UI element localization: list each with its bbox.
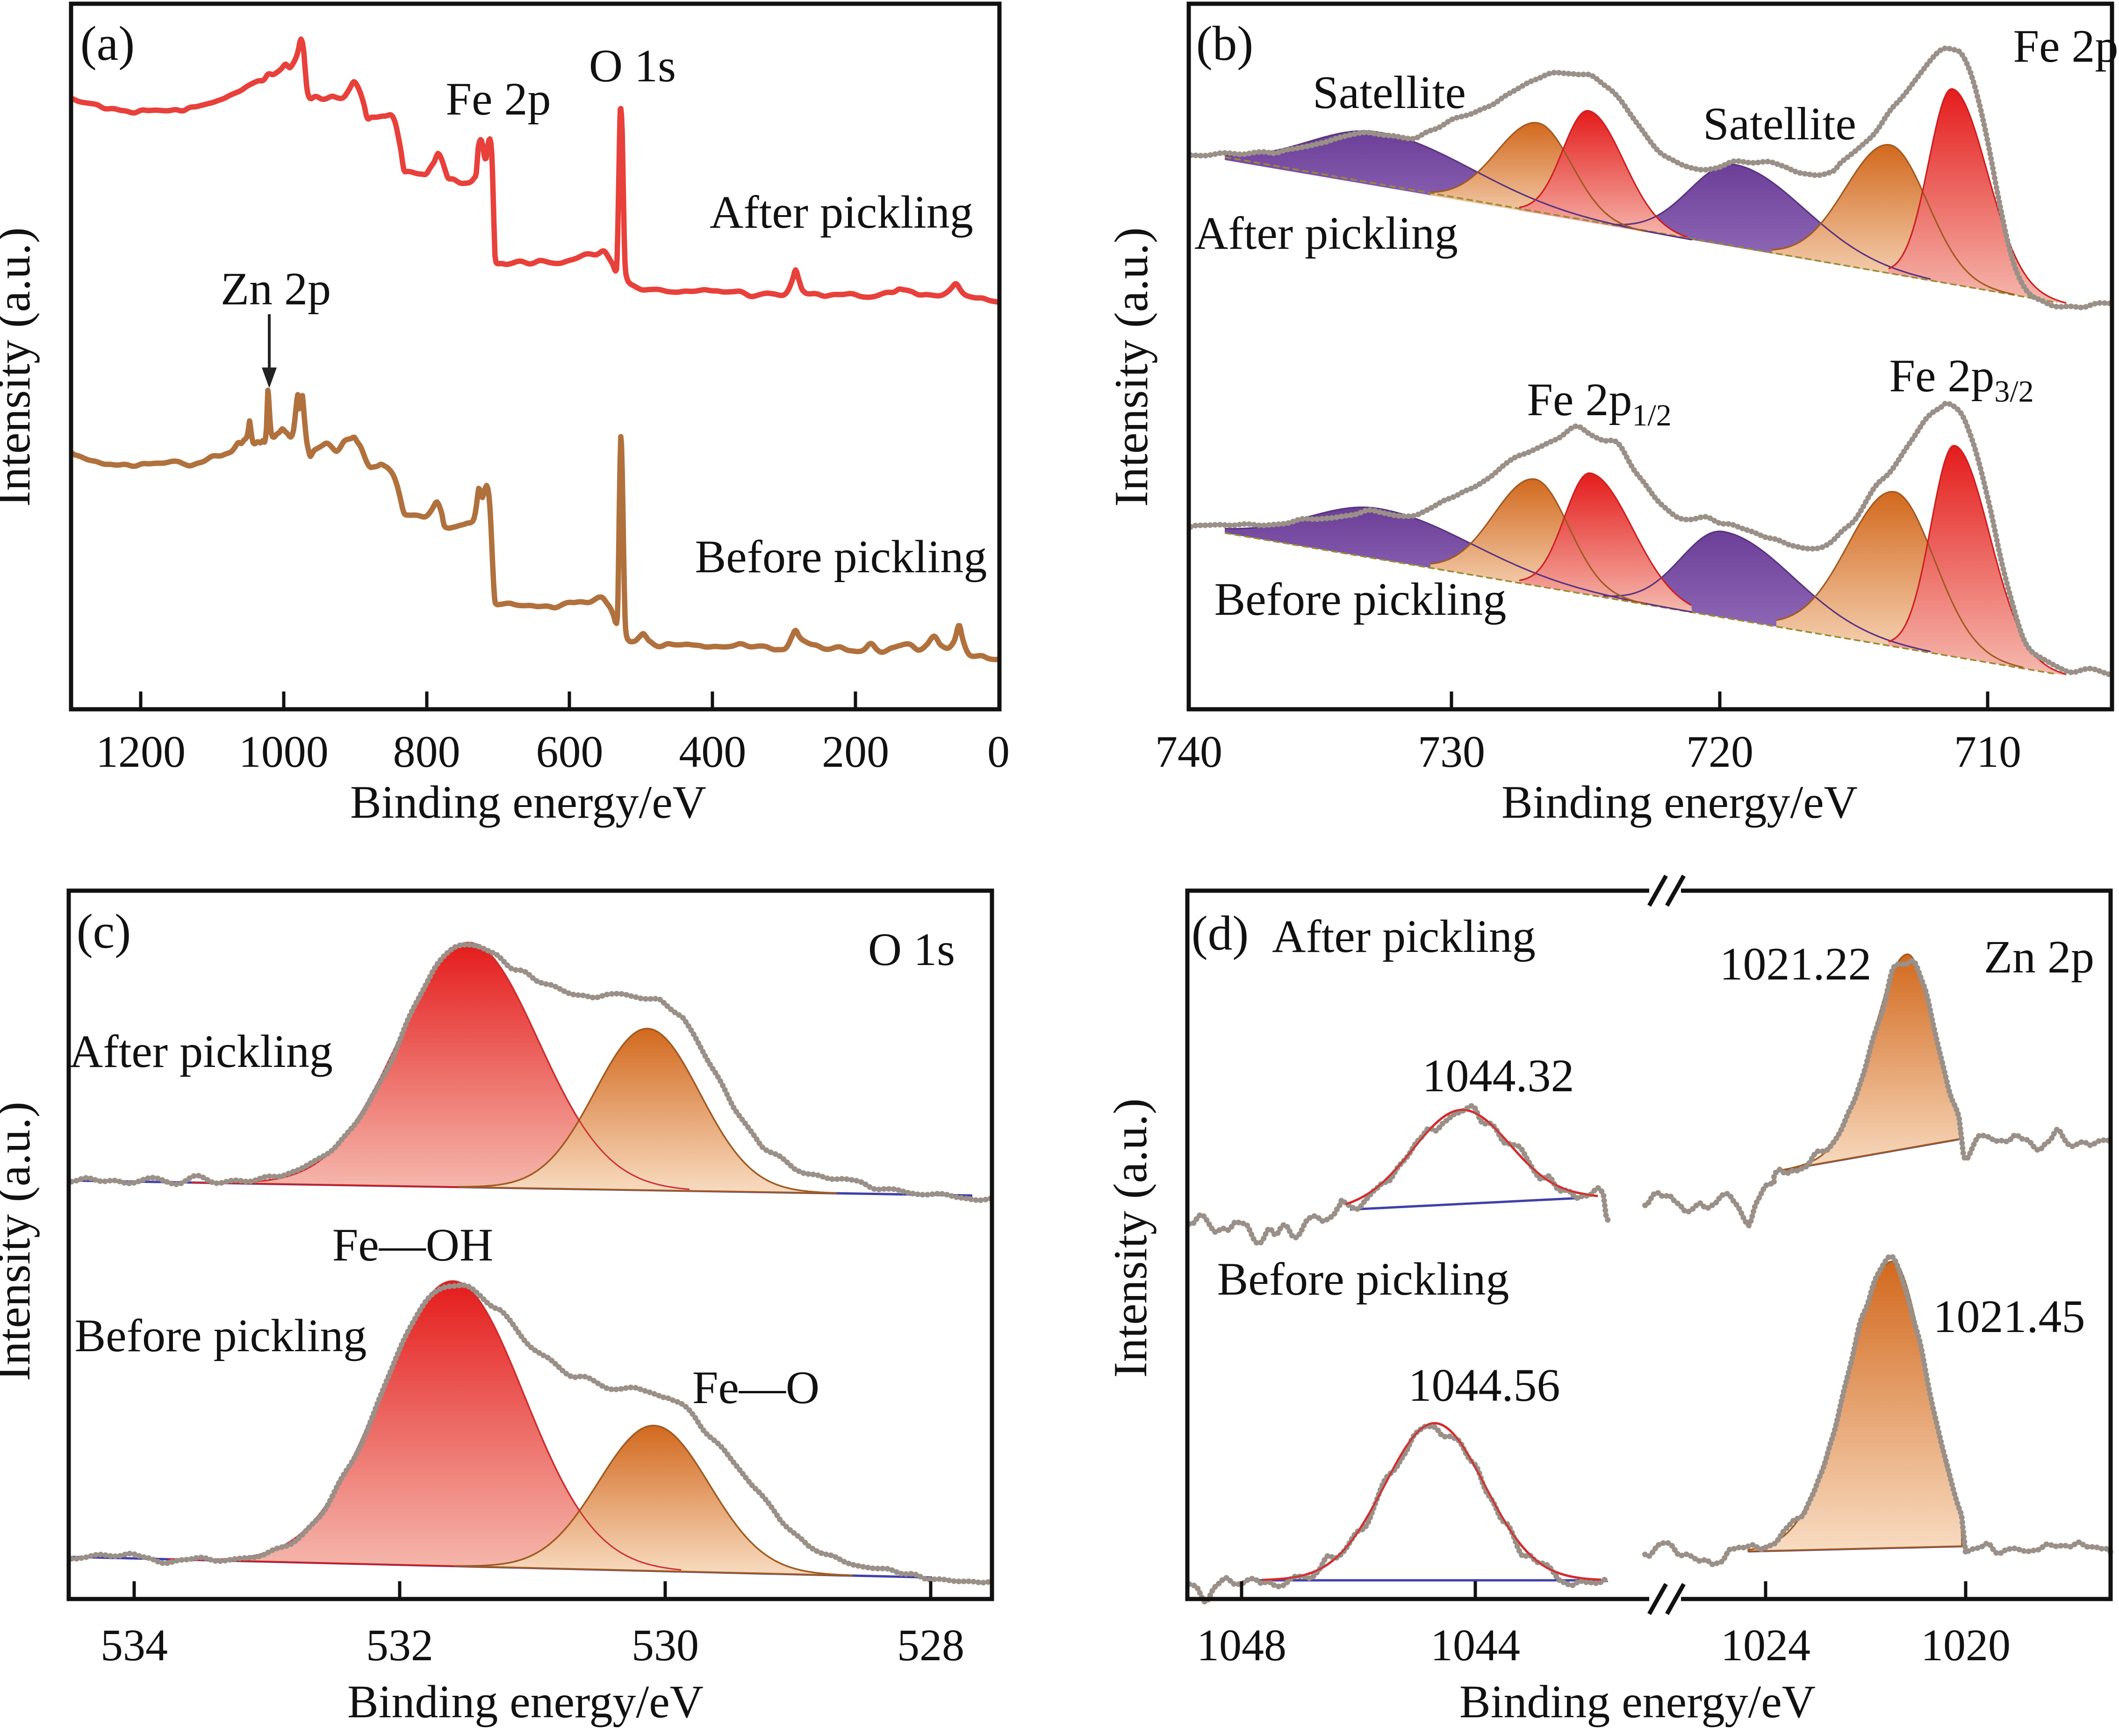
svg-text:Binding energy/eV: Binding energy/eV <box>350 776 706 828</box>
svg-text:530: 530 <box>632 1620 699 1670</box>
svg-text:(b): (b) <box>1196 16 1253 71</box>
svg-text:Satellite: Satellite <box>1703 98 1856 150</box>
svg-text:Before pickling: Before pickling <box>1217 1253 1509 1305</box>
svg-text:(c): (c) <box>77 904 131 958</box>
svg-text:Binding energy/eV: Binding energy/eV <box>1501 776 1858 828</box>
svg-text:730: 730 <box>1418 727 1485 777</box>
svg-text:1024: 1024 <box>1721 1620 1810 1670</box>
svg-text:1021.22: 1021.22 <box>1720 938 1872 990</box>
svg-text:1044: 1044 <box>1430 1620 1520 1670</box>
svg-text:After pickling: After pickling <box>69 1025 333 1077</box>
svg-text:720: 720 <box>1686 727 1753 777</box>
svg-text:Intensity (a.u.): Intensity (a.u.) <box>0 227 40 507</box>
svg-text:Fe—O: Fe—O <box>692 1361 819 1413</box>
svg-text:1044.32: 1044.32 <box>1422 1050 1574 1102</box>
svg-text:740: 740 <box>1155 727 1222 777</box>
svg-text:Before pickling: Before pickling <box>75 1310 367 1361</box>
svg-text:(a): (a) <box>80 16 135 71</box>
svg-text:Before pickling: Before pickling <box>695 531 987 583</box>
svg-text:Fe—OH: Fe—OH <box>332 1219 493 1271</box>
svg-text:O 1s: O 1s <box>868 923 955 975</box>
svg-text:Intensity (a.u.): Intensity (a.u.) <box>0 1102 40 1381</box>
svg-text:1200: 1200 <box>96 727 186 777</box>
svg-text:200: 200 <box>822 727 889 777</box>
svg-text:Zn 2p: Zn 2p <box>221 263 331 315</box>
svg-text:1000: 1000 <box>239 727 329 777</box>
svg-text:Zn 2p: Zn 2p <box>1984 931 2094 983</box>
svg-text:After pickling: After pickling <box>1272 910 1536 962</box>
svg-text:Satellite: Satellite <box>1313 66 1466 118</box>
svg-text:After pickling: After pickling <box>1194 207 1458 259</box>
svg-text:Binding energy/eV: Binding energy/eV <box>347 1676 704 1728</box>
svg-text:534: 534 <box>101 1620 168 1670</box>
svg-text:Fe 2p: Fe 2p <box>2013 20 2119 72</box>
svg-text:1021.45: 1021.45 <box>1933 1290 2085 1342</box>
svg-text:O 1s: O 1s <box>589 40 676 92</box>
svg-text:Fe 2p3/2: Fe 2p3/2 <box>1889 350 2033 409</box>
svg-text:(d): (d) <box>1192 906 1249 960</box>
svg-text:600: 600 <box>536 727 603 777</box>
svg-text:1048: 1048 <box>1197 1620 1286 1670</box>
svg-text:After pickling: After pickling <box>710 186 973 238</box>
svg-text:Fe 2p: Fe 2p <box>446 73 551 125</box>
svg-text:1020: 1020 <box>1921 1620 2011 1670</box>
svg-text:Intensity (a.u.): Intensity (a.u.) <box>1104 1098 1157 1378</box>
svg-text:710: 710 <box>1954 727 2021 777</box>
svg-text:400: 400 <box>679 727 746 777</box>
svg-text:Before pickling: Before pickling <box>1214 573 1507 625</box>
svg-text:528: 528 <box>897 1620 964 1670</box>
svg-text:532: 532 <box>366 1620 433 1670</box>
svg-text:0: 0 <box>987 727 1010 777</box>
svg-text:800: 800 <box>393 727 460 777</box>
svg-text:Intensity (a.u.): Intensity (a.u.) <box>1105 227 1158 507</box>
svg-text:1044.56: 1044.56 <box>1408 1359 1560 1411</box>
svg-text:Binding energy/eV: Binding energy/eV <box>1459 1676 1816 1728</box>
